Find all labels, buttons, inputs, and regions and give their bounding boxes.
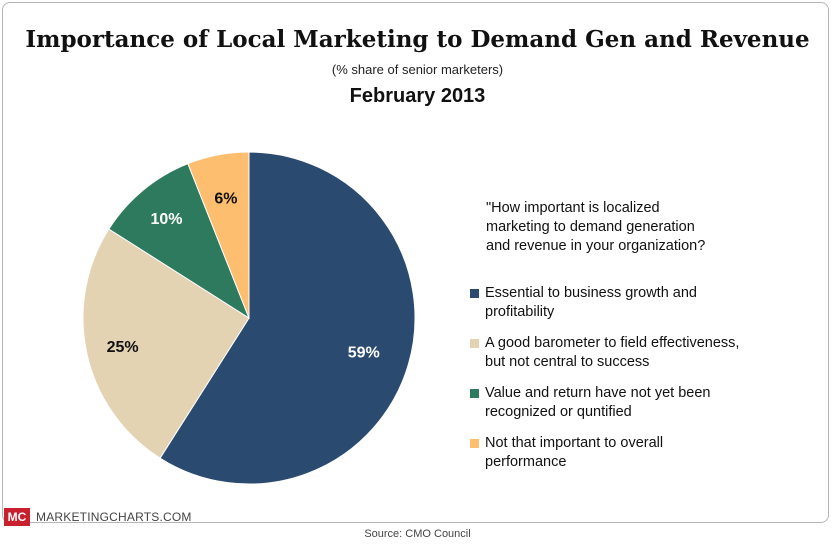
- pie-slice-value-return: [108, 163, 251, 320]
- slice-label-barometer: 25%: [107, 339, 139, 356]
- legend-swatch: [470, 389, 479, 398]
- chart-date: February 2013: [349, 85, 486, 107]
- legend-item-value-return: Value and return have not yet been recog…: [470, 384, 810, 434]
- legend-swatch: [470, 339, 479, 348]
- slice-label-essential: 59%: [348, 344, 380, 361]
- legend-swatch: [470, 289, 479, 298]
- branding: MC MARKETINGCHARTS.COM: [4, 508, 192, 526]
- chart-title: Importance of Local Marketing to Demand …: [25, 26, 810, 53]
- pie-slice-barometer: [82, 228, 250, 459]
- legend-label: Essential to business growth and profita…: [485, 285, 697, 320]
- brand-site: MARKETINGCHARTS.COM: [36, 510, 192, 524]
- legend-label: A good barometer to field effectiveness,…: [485, 335, 740, 370]
- legend: Essential to business growth and profita…: [470, 284, 810, 484]
- pie-slice-not-important: [187, 151, 250, 319]
- legend-label: Not that important to overall performanc…: [485, 435, 664, 470]
- mc-logo-icon: MC: [4, 508, 30, 526]
- survey-question: "How important is localized marketing to…: [486, 200, 706, 254]
- source-note: Source: CMO Council: [364, 528, 471, 540]
- pie-slice-essential: [159, 151, 416, 485]
- legend-swatch: [470, 439, 479, 448]
- legend-item-barometer: A good barometer to field effectiveness,…: [470, 334, 810, 384]
- legend-label: Value and return have not yet been recog…: [485, 385, 711, 420]
- slice-label-value-return: 10%: [150, 211, 182, 228]
- chart-subtitle: (% share of senior marketers): [331, 62, 504, 77]
- legend-item-not-important: Not that important to overall performanc…: [470, 434, 810, 484]
- legend-item-essential: Essential to business growth and profita…: [470, 284, 810, 334]
- slice-label-not-important: 6%: [214, 190, 237, 207]
